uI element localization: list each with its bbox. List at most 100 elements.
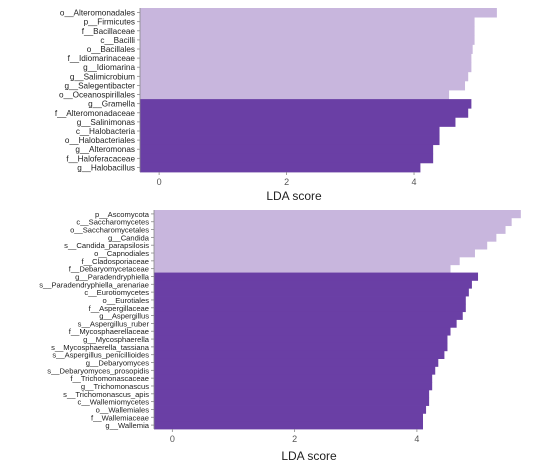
category-label: o__Capnodiales xyxy=(94,249,149,258)
category-label: c__Wallemiomycetes xyxy=(78,398,150,407)
category-label: f__Wallemiaceae xyxy=(91,413,149,422)
bar-g__Paradendryphiella xyxy=(154,272,479,281)
category-label: g__Debaryomyces xyxy=(86,359,150,368)
category-label: g__Salegentibacter xyxy=(64,81,135,90)
bar-f__Haloferacaceae xyxy=(140,153,434,164)
bar-c__Saccharomycetes xyxy=(154,217,512,227)
category-label: o__Saccharomycetales xyxy=(70,226,149,235)
bar-f__Trichomonascaceae xyxy=(154,374,433,383)
bar-s__Aspergillus_penicillioides xyxy=(154,350,445,360)
x-tick-label: 4 xyxy=(414,434,419,444)
bar-o__Alteromonadales xyxy=(140,8,497,18)
bar-s__Aspergillus_ruber xyxy=(154,319,457,328)
bar-g__Idiomarina xyxy=(140,62,472,73)
category-label: s__Mycosphaerella_tassiana xyxy=(51,343,150,352)
bar-o__Capnodiales xyxy=(154,249,475,258)
category-label: g__Idiomarina xyxy=(83,63,135,72)
bar-s__Paradendryphiella_arenariae xyxy=(154,280,472,289)
bar-s__Debaryomyces_prosopidis xyxy=(154,366,436,375)
bar-g__Aspergillus xyxy=(154,311,463,320)
category-label: f__Idiomarinaceae xyxy=(68,54,136,63)
bar-o__Oceanospirillales xyxy=(140,90,450,100)
bar-c__Eurotiomycetes xyxy=(154,288,469,297)
category-label: s__Aspergillus_penicillioides xyxy=(52,351,149,360)
category-label: o__Bacillales xyxy=(87,45,135,54)
bar-f__Bacillaceae xyxy=(140,26,475,36)
bar-f__Aspergillaceae xyxy=(154,303,466,313)
category-label: f__Haloferacaceae xyxy=(66,154,135,163)
category-label: s__Paradendryphiella_arenariae xyxy=(39,280,149,289)
category-label: g__Gramella xyxy=(88,100,135,109)
category-label: f__Cladosporiaceae xyxy=(81,257,149,266)
category-label: g__Wallemia xyxy=(105,421,149,430)
category-label: f__Alteromonadaceae xyxy=(55,109,136,118)
bar-g__Salimicrobium xyxy=(140,71,469,82)
lda-chart-fungi-plot: p__Ascomycotac__Saccharomyceteso__Saccha… xyxy=(39,210,521,444)
category-label: g__Aspergillus xyxy=(99,312,149,321)
bar-o__Wallemiales xyxy=(154,405,427,414)
category-label: g__Alteromonas xyxy=(75,145,135,154)
bar-c__Wallemiomycetes xyxy=(154,397,430,406)
category-label: c__Halobacteria xyxy=(76,127,136,136)
bar-o__Bacillales xyxy=(140,44,473,54)
category-label: s__Debaryomyces_prosopidis xyxy=(47,366,149,375)
category-label: g__Mycosphaerella xyxy=(83,335,150,344)
bar-f__Alteromonadaceae xyxy=(140,108,469,118)
category-label: s__Candida_parapsilosis xyxy=(64,241,149,250)
x-axis-label-bacteria: LDA score xyxy=(266,189,322,203)
bar-s__Trichomonascus_apis xyxy=(154,389,430,399)
category-label: o__Oceanospirillales xyxy=(59,91,135,100)
category-label: f__Trichomonascaceae xyxy=(70,374,149,383)
category-label: g__Salimicrobium xyxy=(70,72,135,81)
bar-s__Mycosphaerella_tassiana xyxy=(154,342,448,352)
category-label: o__Eurotiales xyxy=(103,296,150,305)
bar-c__Halobacteria xyxy=(140,126,440,136)
bar-o__Saccharomycetales xyxy=(154,225,506,234)
bar-f__Cladosporiaceae xyxy=(154,256,460,266)
lda-chart-bacteria-plot: o__Alteromonadalesp__Firmicutesf__Bacill… xyxy=(55,8,497,187)
category-label: o__Alteromonadales xyxy=(60,9,135,18)
bar-c__Bacilli xyxy=(140,35,475,45)
bar-g__Halobacillus xyxy=(140,162,421,173)
category-label: s__Aspergillus_ruber xyxy=(78,319,150,328)
category-label: f__Mycosphaerellaceae xyxy=(69,327,149,336)
bar-g__Mycosphaerella xyxy=(154,335,448,344)
category-label: c__Saccharomycetes xyxy=(76,218,149,227)
category-label: g__Halobacillus xyxy=(77,163,135,172)
bar-g__Trichomonascus xyxy=(154,382,433,391)
x-tick-label: 2 xyxy=(292,434,297,444)
bar-g__Wallemia xyxy=(154,421,424,430)
category-label: s__Trichomonascus_apis xyxy=(63,390,149,399)
category-label: g__Trichomonascus xyxy=(81,382,149,391)
category-label: c__Bacilli xyxy=(100,36,135,45)
x-tick-label: 0 xyxy=(157,177,162,187)
x-axis-label-fungi: LDA score xyxy=(281,449,337,463)
bar-f__Wallemiaceae xyxy=(154,413,424,422)
lda-chart-fungi: p__Ascomycota c__Saccharomycetes o__Saccha… xyxy=(0,205,550,465)
bar-g__Gramella xyxy=(140,99,472,109)
bar-o__Eurotiales xyxy=(154,296,466,305)
bar-g__Candida xyxy=(154,233,497,242)
bar-f__Debaryomycetaceae xyxy=(154,264,451,273)
bar-s__Candida_parapsilosis xyxy=(154,241,488,250)
x-tick-label: 2 xyxy=(284,177,289,187)
category-label: g__Paradendryphiella xyxy=(75,272,150,281)
category-label: o__Halobacteriales xyxy=(65,136,135,145)
bar-p__Firmicutes xyxy=(140,17,475,27)
category-label: f__Aspergillaceae xyxy=(89,304,149,313)
bar-f__Idiomarinaceae xyxy=(140,53,472,64)
category-label: f__Debaryomycetaceae xyxy=(69,265,149,274)
bar-g__Alteromonas xyxy=(140,144,434,155)
bar-f__Mycosphaerellaceae xyxy=(154,327,451,336)
category-label: p__Firmicutes xyxy=(84,18,135,27)
category-label: o__Wallemiales xyxy=(96,405,150,414)
category-label: p__Ascomycota xyxy=(95,210,150,219)
bar-g__Debaryomyces xyxy=(154,358,439,367)
category-label: g__Salinimonas xyxy=(77,118,135,127)
category-label: c__Eurotiomycetes xyxy=(84,288,149,297)
bar-o__Halobacteriales xyxy=(140,135,440,146)
bar-g__Salegentibacter xyxy=(140,80,466,91)
bar-p__Ascomycota xyxy=(154,210,521,219)
x-tick-label: 0 xyxy=(170,434,175,444)
